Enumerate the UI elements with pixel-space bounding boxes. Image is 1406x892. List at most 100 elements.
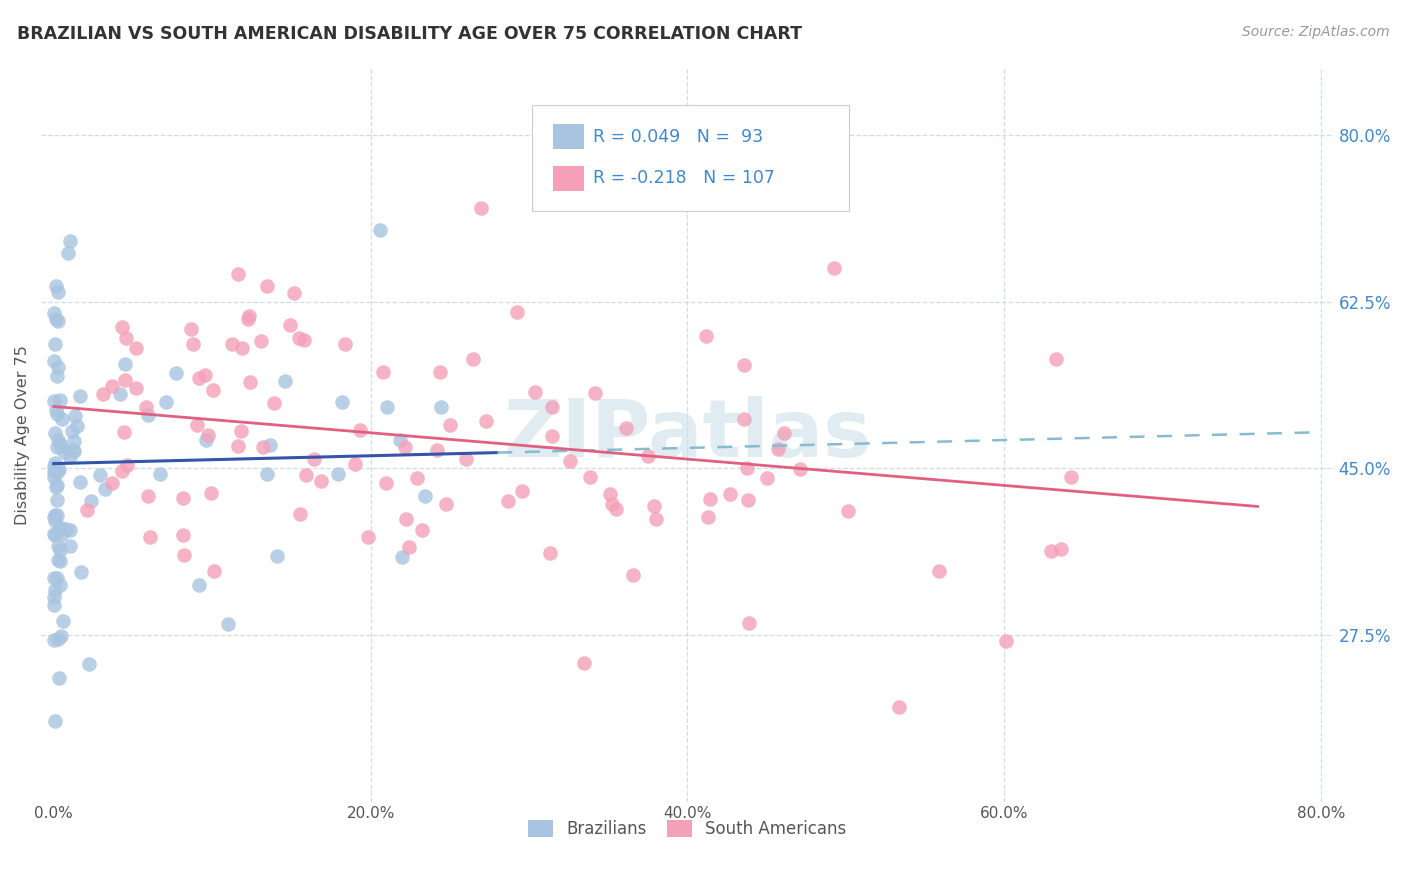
Point [413, 489, 436, 503]
Point [1060, 470, 1083, 484]
Point [44, 527, 66, 541]
Point [49, 554, 72, 568]
Point [46, 464, 69, 478]
Point [188, 578, 211, 592]
Point [226, 267, 249, 281]
Point [735, 460, 758, 475]
Text: R = -0.218   N = 107: R = -0.218 N = 107 [593, 169, 775, 187]
Point [439, 418, 461, 433]
Text: R = 0.049   N =  93: R = 0.049 N = 93 [593, 128, 763, 145]
Point [256, 467, 278, 482]
Point [510, 483, 533, 498]
Point [46, 508, 69, 522]
Point [42, 470, 65, 484]
Point [456, 452, 478, 467]
Point [405, 471, 427, 485]
Legend: Brazilians, South Americans: Brazilians, South Americans [522, 813, 853, 845]
Point [77, 657, 100, 671]
Point [188, 371, 211, 385]
Point [76, 503, 98, 517]
Point [368, 223, 391, 237]
Point [44, 306, 66, 320]
Point [125, 341, 148, 355]
Point [837, 503, 859, 517]
Point [172, 491, 194, 505]
Point [221, 337, 243, 351]
Point [388, 434, 411, 448]
Point [256, 279, 278, 293]
Point [115, 331, 138, 345]
Point [238, 309, 260, 323]
Point [69, 565, 91, 579]
Point [231, 341, 253, 355]
Point [183, 337, 205, 351]
Point [51, 526, 73, 541]
Point [45, 402, 67, 417]
Point [249, 334, 271, 348]
Point [330, 395, 353, 409]
Point [695, 329, 717, 343]
Point [42, 598, 65, 612]
Point [239, 375, 262, 389]
Point [538, 546, 561, 560]
Point [42, 590, 65, 604]
Point [49, 543, 72, 558]
Point [294, 333, 316, 347]
Point [600, 497, 623, 511]
Point [506, 305, 529, 319]
Point [59, 539, 82, 553]
Point [44, 508, 66, 523]
Point [48, 461, 70, 475]
Point [42, 465, 65, 479]
Point [44, 456, 66, 470]
Point [496, 494, 519, 508]
Text: BRAZILIAN VS SOUTH AMERICAN DISABILITY AGE OVER 75 CORRELATION CHART: BRAZILIAN VS SOUTH AMERICAN DISABILITY A… [17, 25, 801, 43]
Point [194, 368, 217, 382]
Point [49, 578, 72, 592]
Point [42, 354, 65, 368]
Point [335, 337, 357, 351]
Point [288, 331, 311, 345]
Point [56, 246, 79, 260]
Point [44, 459, 66, 474]
Point [59, 234, 82, 248]
Point [46, 539, 69, 553]
Point [91, 387, 114, 401]
Point [426, 442, 449, 457]
Point [45, 493, 67, 508]
Point [274, 374, 297, 388]
Point [60, 425, 83, 439]
Point [252, 440, 274, 454]
Point [165, 366, 187, 380]
Point [197, 428, 219, 442]
Point [46, 553, 69, 567]
Point [42, 633, 65, 648]
Point [238, 312, 260, 326]
Point [44, 426, 66, 441]
Point [560, 454, 582, 468]
Point [45, 279, 67, 293]
Point [541, 428, 564, 442]
Point [51, 411, 73, 425]
Point [371, 365, 394, 379]
Point [44, 714, 66, 728]
Point [46, 478, 69, 492]
Point [229, 424, 252, 438]
Point [263, 395, 285, 409]
Point [194, 433, 217, 447]
Point [94, 483, 117, 497]
Point [734, 358, 756, 372]
Point [217, 617, 239, 632]
Point [48, 434, 70, 448]
Point [430, 400, 453, 414]
Point [311, 474, 333, 488]
Point [180, 321, 202, 335]
Point [44, 514, 66, 528]
Point [605, 502, 627, 516]
Point [125, 381, 148, 395]
Point [135, 400, 157, 414]
Point [283, 286, 305, 301]
Point [288, 507, 311, 521]
Point [644, 512, 666, 526]
Point [394, 440, 416, 454]
